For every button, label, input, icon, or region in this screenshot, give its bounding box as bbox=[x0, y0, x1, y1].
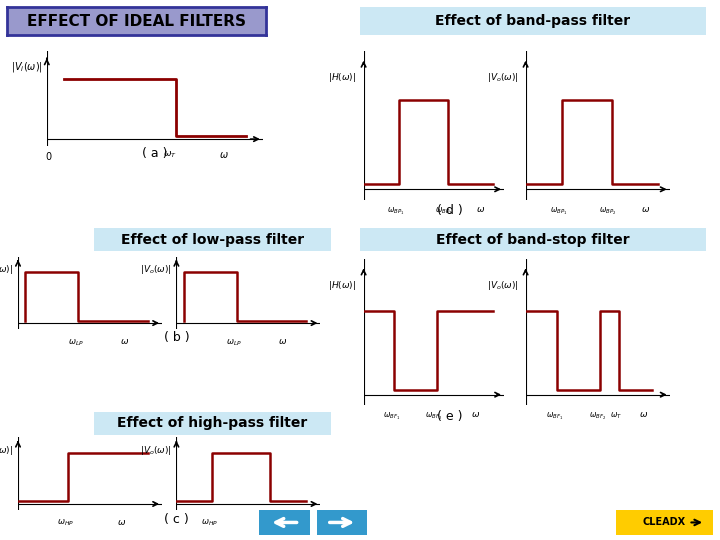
Text: $\omega$: $\omega$ bbox=[292, 518, 300, 527]
Text: EFFECT OF IDEAL FILTERS: EFFECT OF IDEAL FILTERS bbox=[27, 14, 246, 29]
Text: $|V_i(\omega)|$: $|V_i(\omega)|$ bbox=[11, 59, 42, 73]
Text: $\omega_{LP}$: $\omega_{LP}$ bbox=[226, 337, 242, 348]
Text: $|V_o(\omega)|$: $|V_o(\omega)|$ bbox=[140, 444, 172, 457]
Text: $\omega_{LP}$: $\omega_{LP}$ bbox=[68, 337, 84, 348]
Text: $\omega_T$: $\omega_T$ bbox=[259, 518, 272, 529]
Text: $|H(\omega)|$: $|H(\omega)|$ bbox=[0, 263, 14, 276]
Text: $\omega_{BP_2}$: $\omega_{BP_2}$ bbox=[435, 205, 452, 217]
Text: ( c ): ( c ) bbox=[164, 513, 189, 526]
Text: CLEADX: CLEADX bbox=[643, 517, 685, 528]
Text: $|H(\omega)|$: $|H(\omega)|$ bbox=[328, 71, 356, 84]
Text: $\omega$: $\omega$ bbox=[120, 337, 129, 346]
Text: $\omega$: $\omega$ bbox=[279, 337, 287, 346]
Text: $\omega_{BP_1}$: $\omega_{BP_1}$ bbox=[387, 205, 405, 217]
Text: $\omega$: $\omega$ bbox=[472, 410, 480, 419]
Text: $|V_o(\omega)|$: $|V_o(\omega)|$ bbox=[140, 263, 172, 276]
Text: $\omega_{BF_2}$: $\omega_{BF_2}$ bbox=[426, 410, 442, 422]
Text: $\omega_{HP}$: $\omega_{HP}$ bbox=[201, 518, 218, 529]
Text: $\omega_T$: $\omega_T$ bbox=[611, 410, 622, 421]
Text: $0$: $0$ bbox=[45, 150, 53, 162]
Text: ( a ): ( a ) bbox=[142, 147, 168, 160]
Text: $\omega_{BF_1}$: $\omega_{BF_1}$ bbox=[383, 410, 400, 422]
Text: $|V_o(\omega)|$: $|V_o(\omega)|$ bbox=[487, 71, 518, 84]
Text: $\omega$: $\omega$ bbox=[641, 205, 649, 214]
Text: $\omega_{HP}$: $\omega_{HP}$ bbox=[57, 518, 74, 529]
Text: $|V_o(\omega)|$: $|V_o(\omega)|$ bbox=[487, 279, 518, 292]
Text: $\omega_{BP_2}$: $\omega_{BP_2}$ bbox=[599, 205, 616, 217]
Text: ( e ): ( e ) bbox=[437, 410, 463, 423]
Text: $\omega$: $\omega$ bbox=[117, 518, 126, 527]
Text: ( b ): ( b ) bbox=[163, 331, 189, 344]
Text: $\omega$: $\omega$ bbox=[219, 150, 229, 160]
Text: Effect of band-stop filter: Effect of band-stop filter bbox=[436, 233, 629, 247]
Text: $\omega_{BP_1}$: $\omega_{BP_1}$ bbox=[550, 205, 567, 217]
Text: $|H(\omega)|$: $|H(\omega)|$ bbox=[0, 444, 14, 457]
Text: $\omega_{BF_1}$: $\omega_{BF_1}$ bbox=[546, 410, 563, 422]
Text: Effect of band-pass filter: Effect of band-pass filter bbox=[435, 14, 631, 28]
Text: Effect of high-pass filter: Effect of high-pass filter bbox=[117, 416, 307, 430]
Text: Effect of low-pass filter: Effect of low-pass filter bbox=[121, 233, 304, 247]
Text: ( d ): ( d ) bbox=[437, 204, 463, 217]
Text: $\omega$: $\omega$ bbox=[476, 205, 485, 214]
Text: $\omega_T$: $\omega_T$ bbox=[163, 150, 177, 160]
Text: $\omega_{BF_2}$: $\omega_{BF_2}$ bbox=[589, 410, 606, 422]
Text: $|H(\omega)|$: $|H(\omega)|$ bbox=[328, 279, 356, 292]
Text: $\omega$: $\omega$ bbox=[639, 410, 648, 419]
